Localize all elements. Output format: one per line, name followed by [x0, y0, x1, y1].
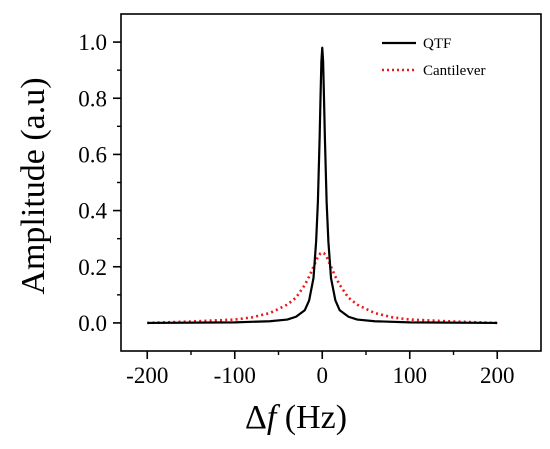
- y-tick-label: 0.6: [78, 142, 107, 167]
- x-axis-title-symbol: Δ: [245, 399, 267, 436]
- y-tick-label: 0.0: [78, 311, 107, 336]
- y-tick-label: 0.2: [78, 255, 107, 280]
- x-tick-label: 0: [317, 363, 329, 388]
- x-tick-label: -100: [214, 363, 256, 388]
- legend-label-qtf: QTF: [423, 36, 451, 52]
- y-tick-label: 1.0: [78, 30, 107, 55]
- series-line-cantilever: [147, 251, 498, 325]
- x-axis-title: Δf (Hz): [245, 399, 347, 436]
- axis-tick-labels: -200 -100 0 100 200 0.0 0.2 0.4 0.6 0.8 1.0: [78, 30, 514, 388]
- x-tick-label: -200: [126, 363, 168, 388]
- legend-label-cantilever: Cantilever: [423, 63, 485, 79]
- x-tick-label: 100: [393, 363, 428, 388]
- y-axis-title: Amplitude (a.u): [15, 77, 52, 294]
- axis-ticks: [113, 41, 499, 359]
- y-tick-label: 0.8: [78, 86, 107, 111]
- y-tick-label: 0.4: [78, 199, 107, 224]
- series-line-qtf: [147, 46, 498, 325]
- legend: QTF Cantilever: [382, 36, 485, 79]
- series-layer: [147, 46, 498, 325]
- x-axis-title-unit: (Hz): [276, 399, 347, 436]
- x-tick-label: 200: [480, 363, 515, 388]
